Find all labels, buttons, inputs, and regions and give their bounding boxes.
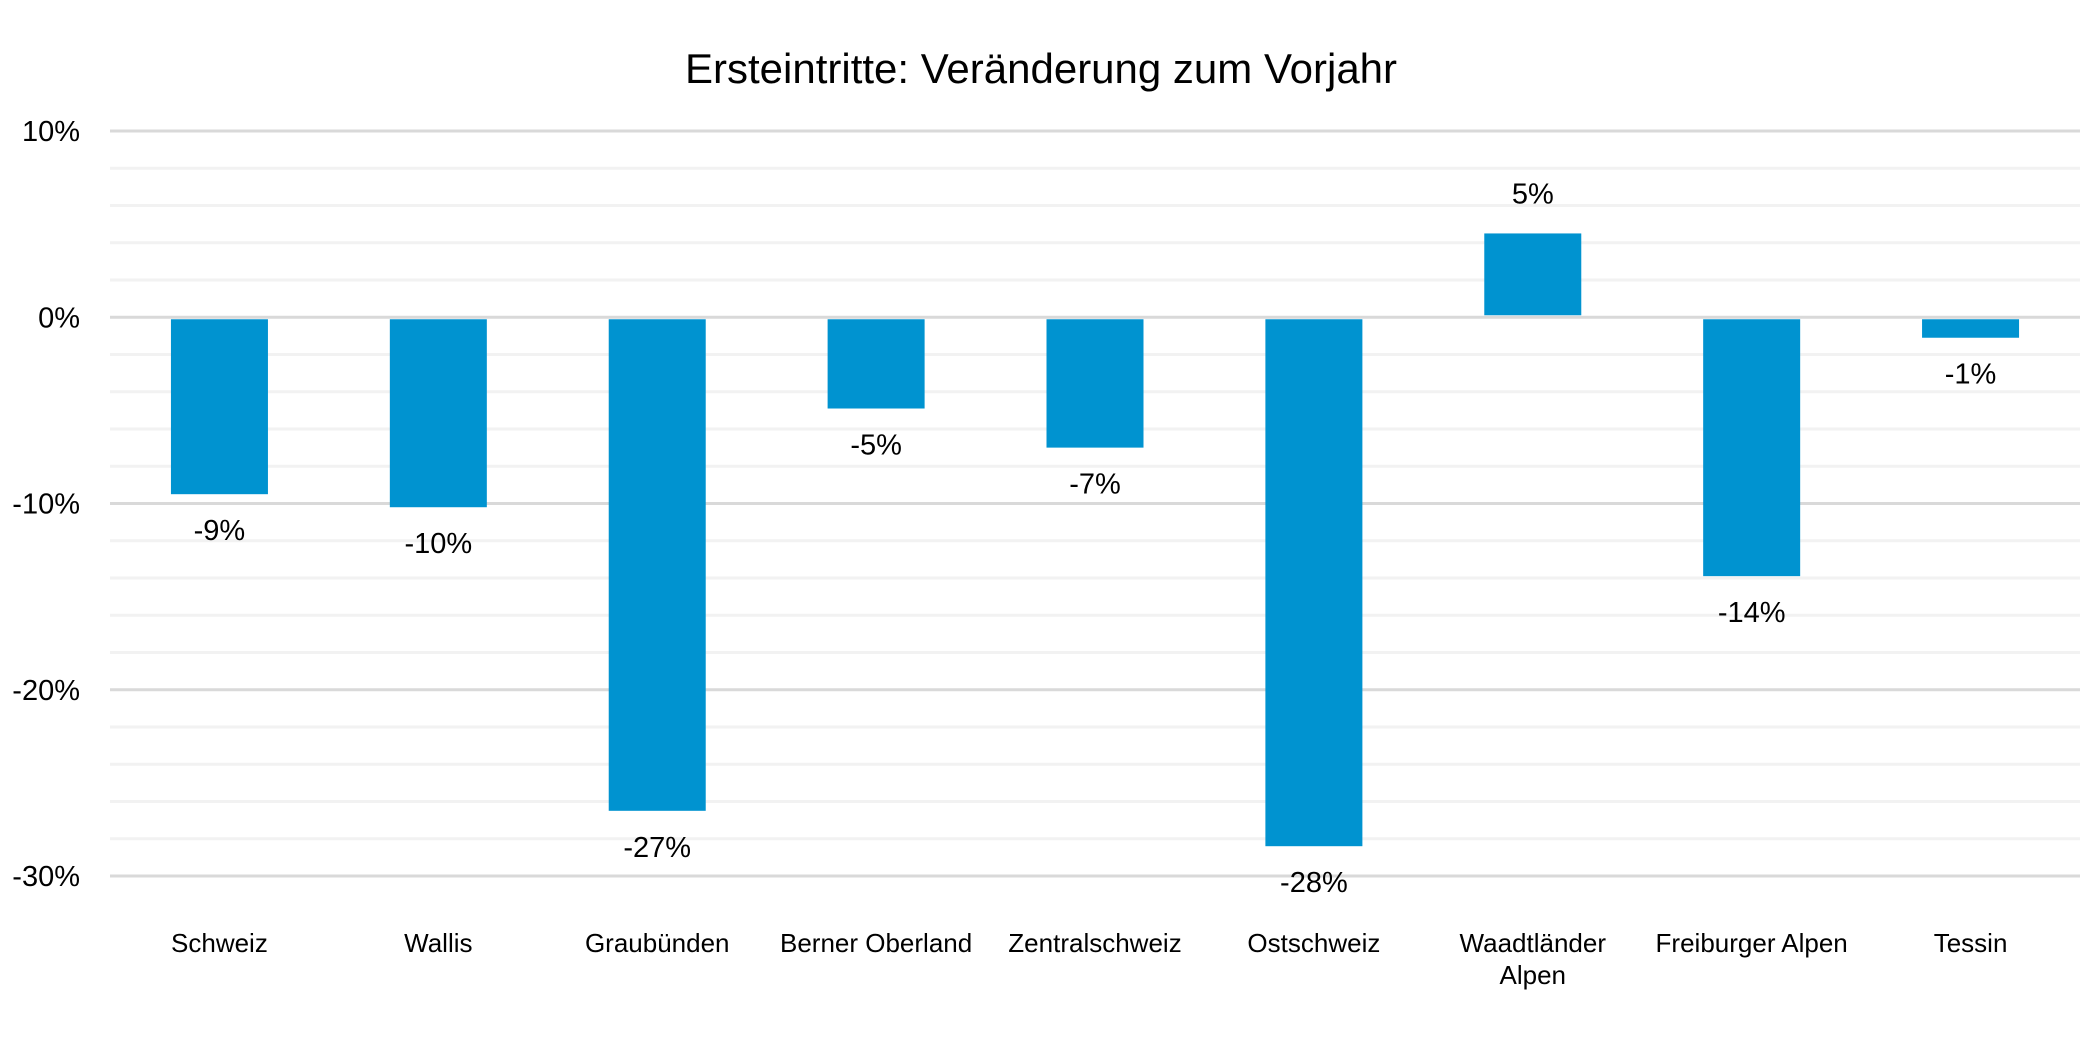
category-label: Graubünden (585, 928, 730, 958)
bar (1484, 233, 1582, 316)
bar (1703, 319, 1801, 577)
category-label: Schweiz (171, 928, 268, 958)
y-tick-label: -30% (12, 861, 80, 893)
y-axis-tick-labels: 10% 0% -10% -20% -30% (12, 116, 80, 893)
category-label: Alpen (1500, 960, 1567, 990)
y-tick-label: -10% (12, 489, 80, 521)
category-label: Wallis (404, 928, 472, 958)
y-tick-label: 0% (38, 302, 80, 334)
y-tick-label: 10% (22, 116, 80, 148)
category-label: Tessin (1934, 928, 2008, 958)
bar (608, 319, 706, 811)
data-label: -9% (194, 515, 246, 547)
chart-title: Ersteintritte: Veränderung zum Vorjahr (685, 45, 1397, 92)
category-label: Freiburger Alpen (1656, 928, 1848, 958)
bars (170, 233, 2020, 847)
data-label: -14% (1718, 597, 1786, 629)
data-label: -1% (1945, 359, 1997, 391)
category-label: Zentralschweiz (1008, 928, 1181, 958)
data-label: 5% (1512, 178, 1554, 210)
bar (1922, 319, 2020, 338)
data-label: -27% (623, 832, 691, 864)
y-tick-label: -20% (12, 675, 80, 707)
data-label: -28% (1280, 867, 1348, 899)
x-axis-category-labels: Schweiz Wallis Graubünden Berner Oberland Ze… (171, 928, 2007, 990)
bar (1046, 319, 1144, 448)
bar (1265, 319, 1363, 847)
bar (170, 319, 268, 495)
bar (389, 319, 487, 508)
data-label: -10% (404, 528, 472, 560)
data-labels: -9% -10% -27% -5% -7% -28% 5% -14% -1% (194, 178, 1997, 899)
data-label: -5% (850, 430, 902, 462)
category-label: Waadtländer (1460, 928, 1607, 958)
category-label: Ostschweiz (1247, 928, 1380, 958)
data-label: -7% (1069, 469, 1121, 501)
bar (827, 319, 925, 409)
category-label: Berner Oberland (780, 928, 972, 958)
